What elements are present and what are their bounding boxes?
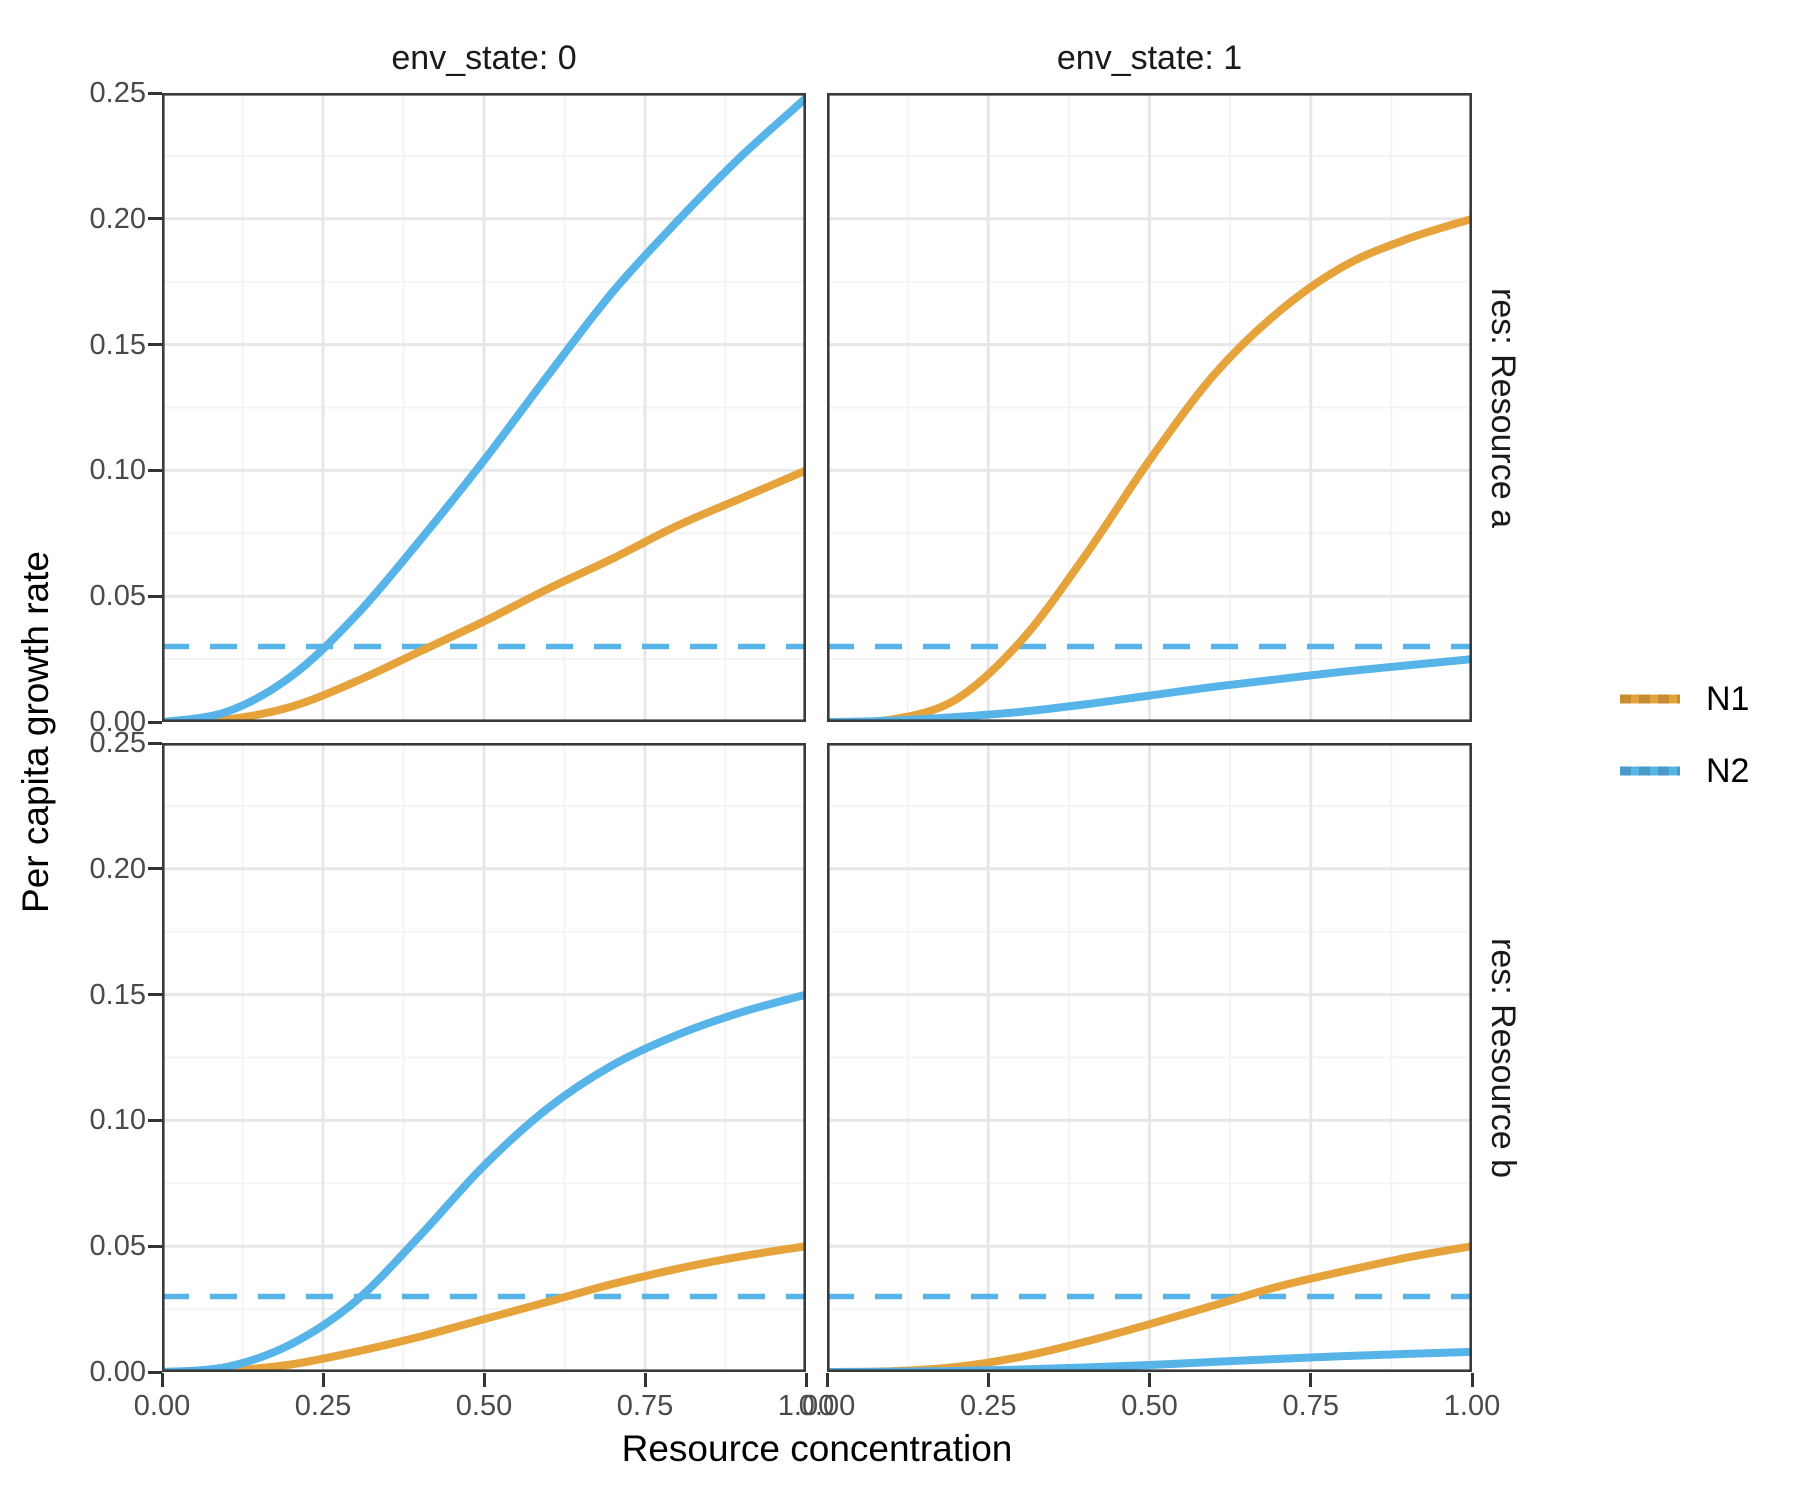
panel-res-resource-a-env_state-0 — [162, 93, 806, 722]
y-tick-mark — [148, 720, 162, 724]
y-tick-mark — [148, 1244, 162, 1248]
y-tick-mark — [148, 468, 162, 472]
y-tick-label: 0.10 — [89, 454, 146, 487]
facet-strip-env-state-1: env_state: 1 — [1056, 38, 1243, 77]
y-tick-mark — [148, 594, 162, 598]
x-tick-mark — [321, 1373, 325, 1387]
curve-n2 — [162, 990, 806, 1372]
x-tick-label: 0.25 — [960, 1390, 1017, 1422]
x-tick-label: 0.00 — [798, 1390, 856, 1422]
y-tick-mark — [148, 867, 162, 871]
x-tick-mark — [482, 1373, 486, 1387]
x-tick-label: 0.50 — [455, 1390, 513, 1422]
facet-strip-resource-b: res: Resource b — [1484, 937, 1523, 1178]
panel-res-resource-a-env_state-1 — [827, 93, 1472, 722]
x-tick-label: 1.00 — [1443, 1390, 1501, 1422]
y-tick-mark — [148, 993, 162, 997]
legend-item-n2: N2 — [1618, 751, 1749, 791]
y-tick-label: 0.05 — [89, 580, 146, 613]
y-tick-label: 0.10 — [89, 1104, 146, 1137]
y-tick-mark — [148, 741, 162, 745]
x-tick-label: 0.00 — [133, 1390, 191, 1422]
curve-n1 — [162, 466, 806, 722]
facet-strip-resource-a: res: Resource a — [1484, 287, 1523, 528]
panel-res-resource-b-env_state-1 — [827, 743, 1472, 1372]
y-tick-label: 0.25 — [89, 77, 146, 109]
facet-strip-env-state-0: env_state: 0 — [391, 38, 577, 77]
x-tick-label: 0.75 — [616, 1390, 674, 1422]
x-tick-mark — [1148, 1373, 1151, 1387]
legend: N1 N2 — [1618, 679, 1800, 799]
x-tick-mark — [825, 1373, 829, 1387]
x-tick-mark — [1470, 1373, 1474, 1387]
legend-item-n1: N1 — [1618, 679, 1749, 719]
x-axis-title: Resource concentration — [621, 1428, 1013, 1469]
curve-n1 — [827, 214, 1472, 722]
x-tick-mark — [160, 1373, 164, 1387]
y-tick-mark — [148, 91, 162, 95]
y-tick-label: 0.25 — [89, 727, 146, 759]
x-tick-mark — [804, 1373, 808, 1387]
curve-n2 — [827, 655, 1472, 722]
y-tick-label: 0.20 — [89, 852, 146, 885]
legend-key-n1 — [1620, 694, 1680, 704]
panel-res-resource-b-env_state-0 — [162, 743, 806, 1372]
x-tick-mark — [1309, 1373, 1313, 1387]
y-tick-label: 0.15 — [89, 328, 146, 361]
legend-key-n2 — [1620, 766, 1680, 776]
y-tick-label: 0.20 — [89, 202, 146, 235]
y-tick-mark — [148, 1118, 162, 1122]
x-tick-label: 0.50 — [1121, 1390, 1178, 1422]
x-tick-label: 0.75 — [1282, 1390, 1339, 1422]
legend-label-n1: N1 — [1706, 679, 1750, 718]
y-tick-label: 0.15 — [89, 978, 146, 1011]
curve-n2 — [162, 95, 806, 722]
y-tick-label: 0.00 — [89, 1356, 146, 1388]
curve-n1 — [162, 1242, 806, 1372]
y-tick-mark — [148, 343, 162, 347]
x-tick-label: 0.25 — [294, 1390, 352, 1422]
y-tick-mark — [148, 217, 162, 221]
x-tick-mark — [986, 1373, 990, 1387]
x-tick-label: 1.00 — [777, 1390, 835, 1422]
y-tick-mark — [148, 1370, 162, 1374]
y-tick-label: 0.05 — [89, 1230, 146, 1263]
x-tick-mark — [643, 1373, 647, 1387]
y-tick-label: 0.00 — [89, 706, 146, 738]
legend-label-n2: N2 — [1706, 751, 1750, 790]
